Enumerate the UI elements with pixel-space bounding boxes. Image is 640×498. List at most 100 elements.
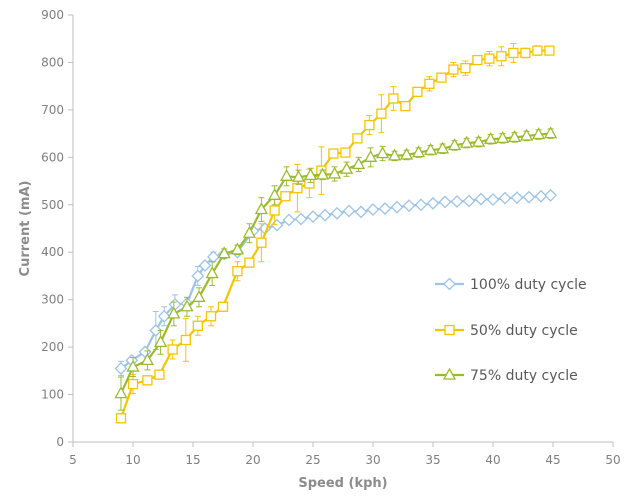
series-2	[114, 126, 558, 411]
diamond-marker	[198, 259, 212, 272]
series-0	[114, 188, 558, 377]
legend-label: 100% duty cycle	[470, 277, 587, 293]
diamond-marker	[414, 198, 428, 212]
x-axis-title: Speed (kph)	[298, 476, 387, 491]
triangle-marker	[388, 148, 402, 161]
x-tick-label: 45	[545, 453, 560, 467]
triangle-marker	[328, 166, 342, 179]
triangle-marker	[140, 353, 154, 366]
triangle-marker	[180, 299, 194, 312]
diamond-marker	[318, 208, 332, 222]
diamond-marker	[450, 195, 464, 208]
square-marker	[340, 147, 351, 158]
x-tick-label: 50	[605, 453, 620, 467]
square-marker	[388, 93, 399, 104]
diamond-marker	[534, 189, 548, 203]
triangle-marker	[268, 187, 282, 200]
triangle-marker	[508, 130, 522, 143]
triangle-marker	[424, 142, 438, 155]
triangle-marker	[412, 145, 426, 158]
y-tick-label: 700	[41, 103, 64, 117]
y-tick-label: 100	[41, 388, 64, 402]
diamond-marker	[366, 203, 380, 216]
square-marker	[142, 375, 153, 386]
triangle-marker	[400, 147, 414, 160]
square-marker	[424, 78, 435, 89]
square-marker	[292, 183, 303, 194]
triangle-marker	[340, 161, 354, 174]
triangle-marker	[484, 131, 498, 144]
triangle-marker	[472, 134, 486, 147]
diamond-marker	[544, 188, 558, 202]
diamond-marker	[426, 196, 440, 210]
triangle-marker	[364, 149, 378, 162]
square-marker	[192, 320, 203, 331]
x-tick-label: 20	[245, 453, 260, 467]
diamond-marker	[462, 194, 476, 208]
axes: 0 100 200 300 400 500 600 700 800 900 5 10 15 20 25 30 3…	[41, 8, 621, 467]
triangle-marker	[316, 167, 330, 180]
diamond-marker	[354, 205, 368, 219]
triangle-marker	[544, 126, 558, 139]
x-tick-label: 25	[305, 453, 320, 467]
diamond-marker	[330, 206, 344, 220]
x-tick-label: 35	[425, 453, 440, 467]
square-marker	[376, 108, 387, 119]
square-marker	[167, 344, 178, 355]
triangle-marker	[230, 242, 244, 255]
triangle-marker	[154, 335, 168, 348]
square-marker	[400, 100, 411, 112]
legend-item: 75% duty cycle	[435, 367, 578, 384]
diamond-marker	[474, 192, 488, 206]
legend-item: 100% duty cycle	[435, 277, 587, 293]
triangle-marker	[496, 131, 510, 144]
diamond-marker	[443, 277, 456, 291]
x-tick-label: 10	[125, 453, 140, 467]
triangle-marker	[217, 246, 231, 259]
series-layer	[114, 42, 558, 424]
diamond-marker	[522, 190, 536, 204]
square-marker	[180, 334, 191, 346]
triangle-marker	[304, 168, 318, 181]
square-marker	[217, 301, 229, 312]
x-tick-label: 30	[365, 453, 380, 467]
triangle-marker	[436, 141, 450, 154]
triangle-marker	[352, 157, 366, 170]
triangle-marker	[192, 289, 206, 302]
diamond-marker	[149, 324, 163, 337]
diamond-marker	[498, 191, 512, 205]
y-tick-label: 0	[56, 435, 64, 449]
y-tick-label: 500	[41, 198, 64, 212]
diamond-marker	[191, 269, 205, 283]
y-tick-label: 600	[41, 150, 64, 164]
square-marker	[256, 237, 267, 248]
square-marker	[496, 51, 507, 62]
square-marker	[232, 266, 243, 277]
square-marker	[484, 53, 495, 64]
square-marker	[472, 54, 483, 66]
diamond-marker	[342, 204, 356, 218]
series-1	[115, 42, 555, 424]
triangle-marker	[167, 306, 181, 319]
square-marker	[460, 62, 471, 74]
diamond-marker	[438, 195, 452, 209]
square-marker	[412, 86, 423, 98]
triangle-marker	[292, 169, 306, 182]
triangle-marker	[460, 135, 474, 148]
legend-label: 75% duty cycle	[470, 368, 578, 384]
square-marker	[444, 324, 455, 336]
square-marker	[205, 311, 217, 322]
square-marker	[352, 133, 363, 144]
legend-item: 50% duty cycle	[435, 323, 578, 339]
triangle-marker	[205, 266, 219, 279]
square-marker	[364, 119, 375, 131]
legend-label: 50% duty cycle	[470, 323, 578, 339]
square-marker	[520, 47, 531, 59]
triangle-marker	[376, 146, 390, 159]
square-marker	[244, 257, 255, 268]
y-tick-label: 200	[41, 340, 64, 354]
diamond-marker	[206, 250, 220, 264]
diamond-marker	[294, 212, 308, 226]
square-marker	[304, 178, 315, 189]
square-marker	[544, 45, 555, 56]
